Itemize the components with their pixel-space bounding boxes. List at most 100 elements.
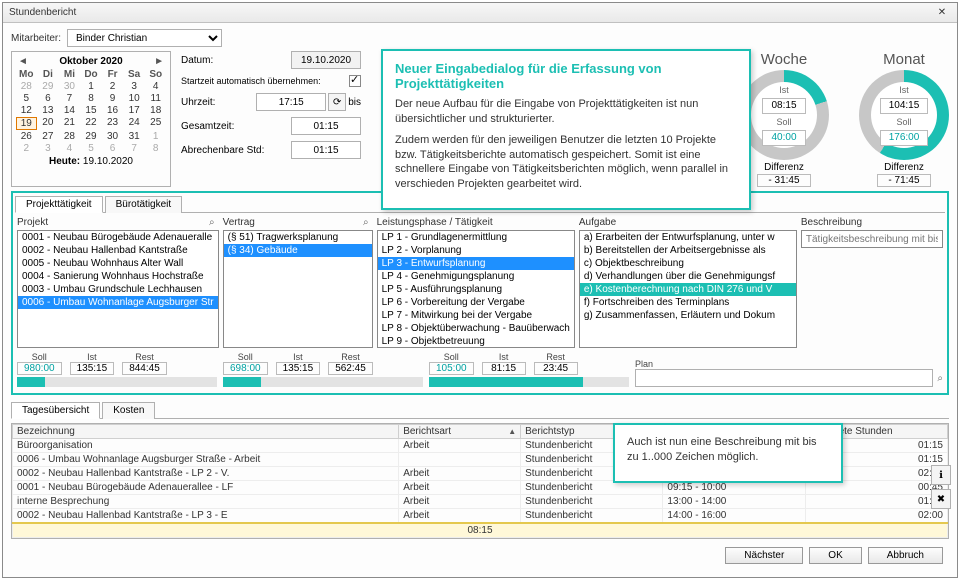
list-item[interactable]: 0004 - Sanierung Wohnhaus Hochstraße (18, 270, 218, 283)
delete-icon[interactable]: ✖ (931, 489, 951, 509)
calendar-day[interactable]: 4 (59, 143, 80, 154)
next-button[interactable]: Nächster (725, 547, 803, 564)
calendar-day[interactable]: 2 (102, 81, 123, 92)
calendar-day[interactable]: 7 (124, 143, 145, 154)
gesamt-input[interactable] (291, 117, 361, 135)
auto-checkbox[interactable] (349, 75, 361, 87)
calendar-day[interactable]: 28 (59, 131, 80, 142)
list-item[interactable]: c) Objektbeschreibung (580, 257, 796, 270)
calendar-day[interactable]: 22 (81, 117, 102, 130)
list-item[interactable]: LP 3 - Entwurfsplanung (378, 257, 574, 270)
tab-projekt[interactable]: Projekttätigkeit (15, 196, 103, 213)
calendar-day[interactable]: 15 (81, 105, 102, 116)
beschreibung-input[interactable] (801, 230, 943, 248)
list-item[interactable]: e) Kostenberechnung nach DIN 276 und V (580, 283, 796, 296)
list-item[interactable]: 0002 - Neubau Hallenbad Kantstraße (18, 244, 218, 257)
calendar-day[interactable]: 25 (145, 117, 166, 130)
list-item[interactable]: (§ 34) Gebäude (224, 244, 372, 257)
calendar-day[interactable]: 19 (16, 117, 37, 130)
search-icon[interactable]: ⌕ (937, 373, 943, 384)
list-item[interactable]: LP 2 - Vorplanung (378, 244, 574, 257)
calendar-day[interactable]: 5 (81, 143, 102, 154)
list-item[interactable]: 0006 - Umbau Wohnanlage Augsburger Str (18, 296, 218, 309)
close-icon[interactable]: ✕ (933, 7, 951, 18)
calendar-today[interactable]: Heute: 19.10.2020 (16, 156, 166, 167)
window-title: Stundenbericht (9, 7, 76, 18)
calendar-day[interactable]: 6 (38, 93, 59, 104)
calendar-day[interactable]: 29 (81, 131, 102, 142)
calendar-day[interactable]: 6 (102, 143, 123, 154)
list-item[interactable]: 0005 - Neubau Wohnhaus Alter Wall (18, 257, 218, 270)
calendar-day[interactable]: 16 (102, 105, 123, 116)
table-row[interactable]: 0002 - Neubau Hallenbad Kantstraße - LP … (13, 509, 948, 524)
calendar-day[interactable]: 17 (124, 105, 145, 116)
calendar-day[interactable]: 11 (145, 93, 166, 104)
calendar-day[interactable]: 7 (59, 93, 80, 104)
list-item[interactable]: a) Erarbeiten der Entwurfsplanung, unter… (580, 231, 796, 244)
calendar-day[interactable]: 30 (102, 131, 123, 142)
tab-kosten[interactable]: Kosten (102, 402, 155, 419)
table-header[interactable]: Bezeichnung (13, 425, 399, 439)
calendar-day[interactable]: 3 (124, 81, 145, 92)
calendar-day[interactable]: 12 (16, 105, 37, 116)
list-item[interactable]: LP 6 - Vorbereitung der Vergabe (378, 296, 574, 309)
list-item[interactable]: d) Verhandlungen über die Genehmigungsf (580, 270, 796, 283)
calendar-day[interactable]: 24 (124, 117, 145, 130)
info-icon[interactable]: ℹ (931, 465, 951, 485)
list-item[interactable]: 0003 - Umbau Grundschule Lechhausen (18, 283, 218, 296)
calendar-day[interactable]: 10 (124, 93, 145, 104)
list-item[interactable]: LP 5 - Ausführungsplanung (378, 283, 574, 296)
calendar-day[interactable]: 9 (102, 93, 123, 104)
datum-input[interactable] (291, 51, 361, 69)
abrech-input[interactable] (291, 141, 361, 159)
calendar-day[interactable]: 30 (59, 81, 80, 92)
employee-select[interactable]: Binder Christian (67, 29, 222, 47)
calendar-day[interactable]: 13 (38, 105, 59, 116)
search-icon[interactable]: ⌕ (363, 217, 369, 228)
list-item[interactable]: f) Fortschreiben des Terminplans (580, 296, 796, 309)
list-projekt[interactable]: 0001 - Neubau Bürogebäude Adenaueralle00… (17, 230, 219, 348)
cancel-button[interactable]: Abbruch (868, 547, 943, 564)
list-vertrag[interactable]: (§ 51) Tragwerksplanung(§ 34) Gebäude (223, 230, 373, 348)
list-item[interactable]: LP 4 - Genehmigungsplanung (378, 270, 574, 283)
list-item[interactable]: g) Zusammenfassen, Erläutern und Dokum (580, 309, 796, 322)
calendar-day[interactable]: 5 (16, 93, 37, 104)
calendar-day[interactable]: 8 (81, 93, 102, 104)
list-item[interactable]: LP 8 - Objektüberwachung - Bauüberwach (378, 322, 574, 335)
table-row[interactable]: interne BesprechungArbeitStundenbericht1… (13, 495, 948, 509)
calendar[interactable]: Oktober 2020 MoDiMiDoFrSaSo2829301234567… (11, 51, 171, 187)
calendar-day[interactable]: 3 (38, 143, 59, 154)
plan-input[interactable] (635, 369, 933, 387)
uhrzeit-input[interactable] (256, 93, 326, 111)
calendar-day[interactable]: 20 (38, 117, 59, 130)
list-phase[interactable]: LP 1 - GrundlagenermittlungLP 2 - Vorpla… (377, 230, 575, 348)
calendar-day[interactable]: 23 (102, 117, 123, 130)
calendar-day[interactable]: 1 (81, 81, 102, 92)
calendar-day[interactable]: 14 (59, 105, 80, 116)
table-header[interactable]: Berichtsart (399, 425, 521, 439)
refresh-icon[interactable]: ⟳ (328, 93, 346, 111)
calendar-day[interactable]: 27 (38, 131, 59, 142)
tab-buero[interactable]: Bürotätigkeit (105, 196, 183, 213)
calendar-title[interactable]: Oktober 2020 (16, 56, 166, 67)
calendar-day[interactable]: 18 (145, 105, 166, 116)
list-item[interactable]: 0001 - Neubau Bürogebäude Adenaueralle (18, 231, 218, 244)
list-item[interactable]: LP 7 - Mitwirkung bei der Vergabe (378, 309, 574, 322)
list-aufgabe[interactable]: a) Erarbeiten der Entwurfsplanung, unter… (579, 230, 797, 348)
calendar-day[interactable]: 2 (16, 143, 37, 154)
calendar-day[interactable]: 4 (145, 81, 166, 92)
calendar-day[interactable]: 29 (38, 81, 59, 92)
tab-tagesuebersicht[interactable]: Tagesübersicht (11, 402, 100, 419)
calendar-day[interactable]: 28 (16, 81, 37, 92)
ok-button[interactable]: OK (809, 547, 861, 564)
list-item[interactable]: LP 9 - Objektbetreuung (378, 335, 574, 348)
list-item[interactable]: b) Bereitstellen der Arbeitsergebnisse a… (580, 244, 796, 257)
list-item[interactable]: LP 1 - Grundlagenermittlung (378, 231, 574, 244)
calendar-day[interactable]: 26 (16, 131, 37, 142)
search-icon[interactable]: ⌕ (209, 217, 215, 228)
list-item[interactable]: (§ 51) Tragwerksplanung (224, 231, 372, 244)
calendar-day[interactable]: 21 (59, 117, 80, 130)
calendar-day[interactable]: 8 (145, 143, 166, 154)
calendar-day[interactable]: 31 (124, 131, 145, 142)
calendar-day[interactable]: 1 (145, 131, 166, 142)
